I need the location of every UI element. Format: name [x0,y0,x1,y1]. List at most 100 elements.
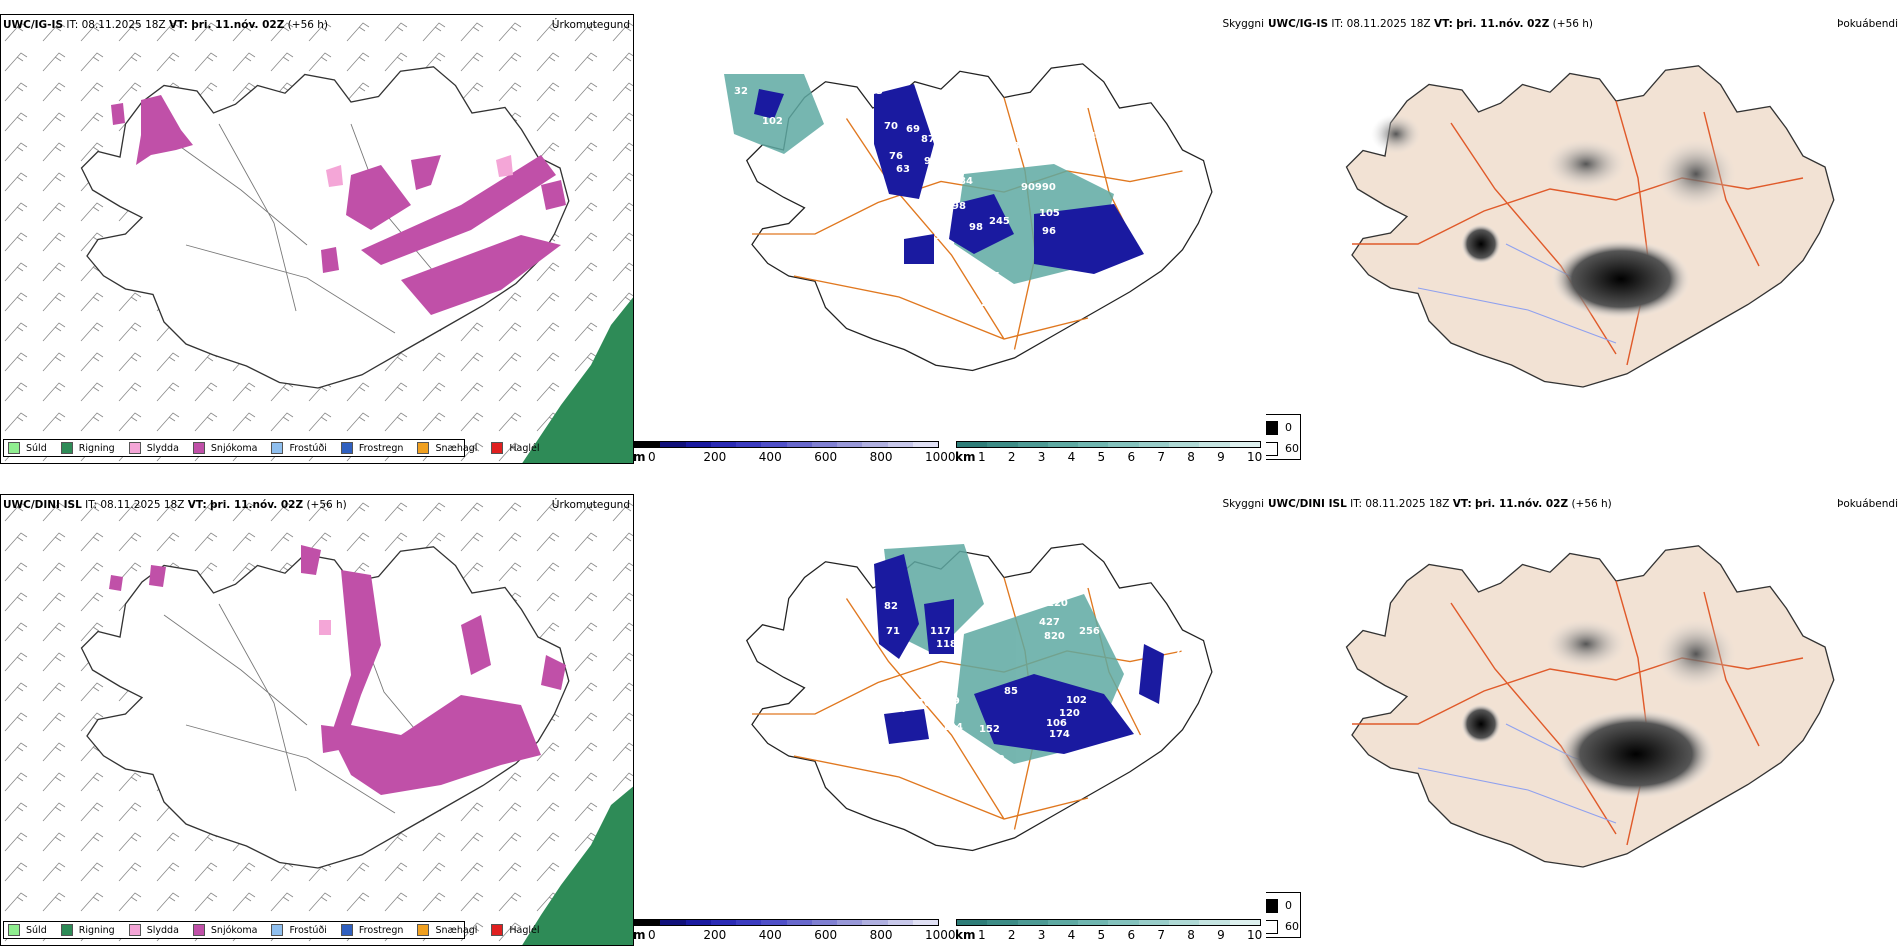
colorbar-bin [1169,442,1200,447]
colorbar-bin [761,920,787,925]
legend-label: Snjókoma [210,924,258,936]
legend-label: Frostúði [289,442,327,454]
precip-legend-item: Snjókoma [192,442,258,454]
cloudbase-label: 155 [1010,98,1031,109]
colorbar-bin [811,442,837,447]
cloudbase-label: 76 [917,698,931,709]
legend-swatch [417,924,430,936]
cloudbase-label: 256 [1079,626,1100,637]
colorbar-tick: 2 [1007,450,1016,464]
colorbar-bin [635,920,661,925]
colorbar-tick: 600 [814,928,838,942]
cloudbase-label: 33 [869,86,883,97]
legend-swatch [60,442,73,454]
panel-parameter: Þokuábendi [1837,498,1898,510]
colorbar-bin [1108,920,1139,925]
colorbar-tick: 2 [1007,928,1016,942]
precip-legend-item: Snæhagl [417,442,477,454]
colorbar-bin [1138,920,1170,925]
colorbar-tick: 800 [869,928,893,942]
fog-legend-swatch [1266,442,1278,456]
cloudbase-label: 14 [1082,131,1096,142]
cloudbase-label: 102 [1066,695,1087,706]
cloudbase-label: 193 [979,767,1000,778]
colorbar-bin [660,920,686,925]
precip-legend: Súld Rigning Slydda Snjókoma Frostúði Frostre… [3,921,540,939]
colorbar-tick: 8 [1187,928,1195,942]
colorbar-bin [660,442,686,447]
legend-swatch [340,442,353,454]
cloudbase-label: 63 [896,164,910,175]
cloudbase-label: 174 [1049,729,1070,740]
precip-legend-item: Frostregn [340,442,403,454]
legend-swatch [8,924,20,936]
colorbar-strip [956,919,1261,926]
colorbar-bin [736,920,762,925]
colorbar-tick: 200 [703,928,727,942]
colorbar-bin [1199,442,1230,447]
colorbar-bin [811,920,837,925]
panel-parameter: Úrkomutegund [551,499,630,511]
precip-legend-item: Súld [8,924,47,936]
cloudbase-label: 12 [974,298,988,309]
precip-legend-item: Frostúði [271,442,327,454]
cloudbase-label: 689 [939,696,960,707]
colorbar-tick: 9 [1217,928,1225,942]
cloudbase-label: 120 [1059,708,1080,719]
colorbar-tick: 0 [648,450,656,464]
legend-swatch [60,924,73,936]
legend-label: Rigning [78,442,115,454]
legend-swatch [491,442,504,454]
legend-label: Slydda [146,442,179,454]
colorbar-strip [634,919,939,926]
colorbar-strip [956,441,1261,448]
colorbar-unit: km [955,450,976,464]
panel-title: UWC/DINI ISL IT: 08.11.2025 18Z VT: þri.… [3,499,347,511]
colorbar-bin [1017,442,1048,447]
colorbar-tick: 7 [1157,450,1165,464]
colorbar-tick: 1 [978,450,986,464]
colorbar-bin [786,920,812,925]
colorbar-tick: 1000 [925,928,956,942]
cloudbase-label: 427 [1039,617,1060,628]
colorbar-bin [1078,442,1109,447]
visibility-colorbar: km 1 2 3 4 5 6 7 8 9 10 [955,441,1262,464]
legend-label: Rigning [78,924,115,936]
colorbar-bin [1047,920,1079,925]
colorbar-tick: 1000 [925,450,956,464]
colorbar-bin [1229,442,1260,447]
colorbar-bin [987,920,1018,925]
legend-swatch [128,442,141,454]
cloudbase-label: 76 [889,151,903,162]
cloudbase-label: 598 [920,191,941,202]
colorbar-bin [887,920,913,925]
cloudbase-label: 69 [906,124,920,135]
colorbar-bin [862,920,888,925]
cloudbase-label: 118 [936,639,957,650]
colorbar-bin [1017,920,1048,925]
panel-parameter: Skyggni [1222,18,1265,30]
cloudbase-label: 828 [1077,151,1098,162]
colorbar-bin [1169,920,1200,925]
precip-legend-item: Súld [8,442,47,454]
colorbar-tick: 800 [869,450,893,464]
colorbar-bin [736,442,762,447]
precip-legend-item: Snjókoma [192,924,258,936]
legend-label: Snjókoma [210,442,258,454]
cloudbase-label: 102 [762,116,783,127]
colorbar-bin [786,442,812,447]
legend-label: Snæhagl [435,924,478,936]
colorbar-bin [957,442,988,447]
cloudbase-label: 95 [924,156,938,167]
legend-swatch [271,924,284,936]
colorbar-bin [1108,442,1139,447]
cloudbase-label: 318 [1044,136,1065,147]
fog-map [1345,65,1835,388]
colorbar-tick: 400 [758,450,782,464]
fog-legend-label: 60 [1285,920,1299,933]
cloudbase-label: 82 [884,601,898,612]
colorbar-bin [710,442,736,447]
precip-legend-item: Haglél [491,924,540,936]
colorbar-bin [837,920,863,925]
cloudbase-colorbar: m 0 200 400 600 800 1000 [634,441,956,464]
